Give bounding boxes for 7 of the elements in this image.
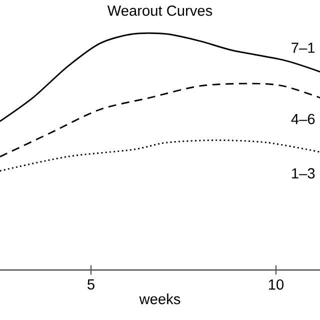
- x-tick-label: 10: [268, 279, 284, 290]
- x-tick-label: 5: [88, 279, 94, 290]
- x-axis-title: weeks: [139, 293, 180, 304]
- series-label: 7–1: [292, 42, 315, 53]
- series-label: 4–6: [291, 114, 315, 124]
- chart-title: Wearout Curves: [107, 6, 212, 16]
- series-label: 1–3: [292, 168, 315, 179]
